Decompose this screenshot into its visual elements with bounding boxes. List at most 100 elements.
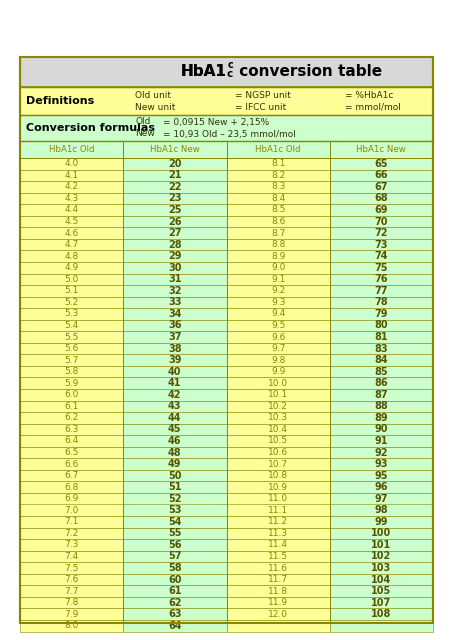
- Text: = %HbA1c: = %HbA1c: [345, 90, 393, 99]
- Text: 10.9: 10.9: [268, 483, 288, 492]
- Bar: [226, 296, 330, 308]
- Bar: [226, 574, 330, 586]
- Text: 37: 37: [168, 332, 182, 342]
- Text: 11.4: 11.4: [268, 540, 288, 549]
- Text: 5.9: 5.9: [64, 379, 79, 388]
- Bar: [330, 481, 433, 493]
- Text: 51: 51: [168, 482, 182, 492]
- Bar: [123, 227, 226, 239]
- Bar: [226, 516, 330, 527]
- Text: 8.4: 8.4: [271, 194, 285, 203]
- Bar: [123, 435, 226, 447]
- Text: 90: 90: [375, 424, 388, 435]
- Text: 11.3: 11.3: [268, 529, 288, 538]
- Bar: [123, 296, 226, 308]
- Text: Old: Old: [135, 118, 150, 127]
- Text: 8.5: 8.5: [271, 205, 285, 214]
- Text: 8.9: 8.9: [271, 252, 285, 260]
- Bar: [226, 158, 330, 170]
- Text: 26: 26: [168, 216, 182, 227]
- Text: 10.8: 10.8: [268, 471, 288, 480]
- Bar: [226, 262, 330, 273]
- Text: 5.0: 5.0: [64, 275, 79, 284]
- Bar: [20, 493, 123, 504]
- Text: 9.2: 9.2: [271, 286, 285, 295]
- Bar: [330, 285, 433, 296]
- Text: 11.0: 11.0: [268, 494, 288, 503]
- Text: 8.3: 8.3: [271, 182, 285, 191]
- Text: 39: 39: [168, 355, 182, 365]
- Text: 78: 78: [375, 298, 388, 307]
- Text: 6.4: 6.4: [64, 436, 79, 445]
- Text: HbA1c Old: HbA1c Old: [49, 145, 94, 154]
- Bar: [123, 366, 226, 378]
- Bar: [20, 574, 123, 586]
- Text: 11.5: 11.5: [268, 552, 288, 561]
- Bar: [123, 586, 226, 597]
- Bar: [123, 516, 226, 527]
- Bar: [123, 412, 226, 424]
- Bar: [330, 141, 433, 158]
- Text: 10.2: 10.2: [268, 402, 288, 411]
- Text: 97: 97: [375, 493, 388, 504]
- Bar: [226, 250, 330, 262]
- Bar: [330, 563, 433, 574]
- Bar: [226, 563, 330, 574]
- Bar: [20, 115, 433, 141]
- Bar: [20, 620, 123, 632]
- Bar: [226, 597, 330, 609]
- Bar: [330, 539, 433, 550]
- Bar: [20, 389, 123, 401]
- Bar: [226, 504, 330, 516]
- Bar: [20, 193, 123, 204]
- Text: 5.6: 5.6: [64, 344, 79, 353]
- Text: 107: 107: [371, 598, 391, 607]
- Bar: [330, 609, 433, 620]
- Bar: [330, 435, 433, 447]
- Text: 45: 45: [168, 424, 182, 435]
- Text: 91: 91: [375, 436, 388, 446]
- Bar: [20, 227, 123, 239]
- Text: 4.9: 4.9: [64, 263, 79, 272]
- Bar: [226, 181, 330, 193]
- Text: 29: 29: [168, 251, 182, 261]
- Bar: [20, 170, 123, 181]
- Text: 74: 74: [375, 251, 388, 261]
- Text: 10.5: 10.5: [268, 436, 288, 445]
- Bar: [226, 435, 330, 447]
- Text: conversion table: conversion table: [235, 65, 383, 79]
- Text: 5.8: 5.8: [64, 367, 79, 376]
- Text: 101: 101: [371, 540, 391, 550]
- Bar: [330, 158, 433, 170]
- Bar: [123, 563, 226, 574]
- Bar: [123, 424, 226, 435]
- Text: HbA1c New: HbA1c New: [357, 145, 406, 154]
- Bar: [330, 470, 433, 481]
- Text: 5.7: 5.7: [64, 356, 79, 365]
- Bar: [123, 620, 226, 632]
- Text: 75: 75: [375, 263, 388, 273]
- Bar: [226, 320, 330, 332]
- Text: 62: 62: [168, 598, 182, 607]
- Bar: [20, 516, 123, 527]
- Text: 9.5: 9.5: [271, 321, 285, 330]
- Text: 6.3: 6.3: [64, 425, 79, 434]
- Bar: [20, 563, 123, 574]
- Text: 9.6: 9.6: [271, 333, 285, 342]
- Bar: [226, 216, 330, 227]
- Text: 4.4: 4.4: [65, 205, 79, 214]
- Bar: [123, 158, 226, 170]
- Text: 4.0: 4.0: [64, 159, 79, 168]
- Text: 9.0: 9.0: [271, 263, 285, 272]
- Bar: [226, 527, 330, 539]
- Bar: [20, 401, 123, 412]
- Bar: [123, 401, 226, 412]
- Text: 98: 98: [375, 505, 388, 515]
- Bar: [226, 308, 330, 320]
- Text: 33: 33: [168, 298, 182, 307]
- Bar: [20, 586, 123, 597]
- Text: 25: 25: [168, 205, 182, 215]
- Text: 81: 81: [375, 332, 388, 342]
- Text: 7.5: 7.5: [64, 564, 79, 573]
- Text: 4.7: 4.7: [64, 240, 79, 249]
